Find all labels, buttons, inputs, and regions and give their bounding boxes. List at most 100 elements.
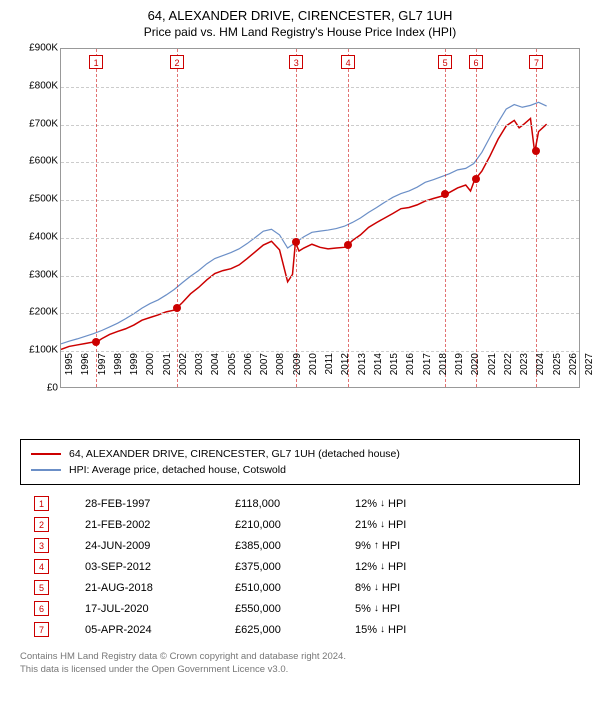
sale-row-date: 28-FEB-1997 xyxy=(85,498,235,510)
x-axis-label: 2001 xyxy=(162,353,173,393)
y-gridline xyxy=(61,238,579,239)
footer-line-2: This data is licensed under the Open Gov… xyxy=(20,663,580,676)
x-axis-label: 2019 xyxy=(454,353,465,393)
sale-row-date: 21-AUG-2018 xyxy=(85,582,235,594)
x-axis-label: 2027 xyxy=(584,353,595,393)
sale-marker-line xyxy=(348,49,349,387)
arrow-down-icon: ↓ xyxy=(374,582,379,593)
legend: 64, ALEXANDER DRIVE, CIRENCESTER, GL7 1U… xyxy=(20,439,580,485)
x-axis-label: 1997 xyxy=(97,353,108,393)
sales-table: 128-FEB-1997£118,00012%↓HPI221-FEB-2002£… xyxy=(20,493,580,640)
sale-row-date: 21-FEB-2002 xyxy=(85,519,235,531)
legend-label: HPI: Average price, detached house, Cots… xyxy=(69,462,286,478)
x-axis-label: 2020 xyxy=(470,353,481,393)
y-gridline xyxy=(61,162,579,163)
x-axis-label: 2015 xyxy=(389,353,400,393)
sale-row-number: 7 xyxy=(34,622,49,637)
x-axis-label: 2014 xyxy=(373,353,384,393)
y-gridline xyxy=(61,87,579,88)
sale-row: 403-SEP-2012£375,00012%↓HPI xyxy=(20,556,580,577)
arrow-down-icon: ↓ xyxy=(380,498,385,509)
title-block: 64, ALEXANDER DRIVE, CIRENCESTER, GL7 1U… xyxy=(0,0,600,43)
x-axis-label: 2002 xyxy=(178,353,189,393)
sale-row-pct: 8% xyxy=(355,582,371,594)
footer-line-1: Contains HM Land Registry data © Crown c… xyxy=(20,650,580,663)
x-axis-label: 2018 xyxy=(438,353,449,393)
sale-row: 2 21-FEB-2002£210,00021%↓HPI xyxy=(20,514,580,535)
sale-row-delta: 15%↓HPI xyxy=(355,624,406,636)
y-axis-label: £600K xyxy=(13,156,58,167)
sale-row-date: 05-APR-2024 xyxy=(85,624,235,636)
y-gridline xyxy=(61,276,579,277)
legend-swatch xyxy=(31,469,61,471)
sale-row-pct: 5% xyxy=(355,603,371,615)
sale-row-number: 6 xyxy=(34,601,49,616)
sale-row-number: 1 xyxy=(34,496,49,511)
sale-row-delta: 12%↓HPI xyxy=(355,561,406,573)
x-axis-label: 2003 xyxy=(194,353,205,393)
sale-marker-dot xyxy=(92,338,100,346)
sale-marker-dot xyxy=(292,238,300,246)
arrow-up-icon: ↑ xyxy=(374,540,379,551)
sale-row-delta: 9%↑HPI xyxy=(355,540,400,552)
sale-row-suffix: HPI xyxy=(388,519,406,531)
sale-marker-dot xyxy=(173,304,181,312)
sale-marker-dot xyxy=(344,241,352,249)
x-axis-label: 2023 xyxy=(519,353,530,393)
sale-row-price: £550,000 xyxy=(235,603,355,615)
x-axis-label: 2010 xyxy=(308,353,319,393)
y-gridline xyxy=(61,313,579,314)
sale-row-price: £118,000 xyxy=(235,498,355,510)
sale-row-pct: 21% xyxy=(355,519,377,531)
sale-marker-flag: 1 xyxy=(89,55,103,69)
sale-row-price: £510,000 xyxy=(235,582,355,594)
sale-row-delta: 8%↓HPI xyxy=(355,582,400,594)
arrow-down-icon: ↓ xyxy=(380,519,385,530)
sale-marker-flag: 5 xyxy=(438,55,452,69)
x-axis-label: 2017 xyxy=(422,353,433,393)
legend-row: HPI: Average price, detached house, Cots… xyxy=(31,462,569,478)
sale-row-number: 2 xyxy=(34,517,49,532)
chart: 1234567 £0£100K£200K£300K£400K£500K£600K… xyxy=(10,43,590,433)
sale-marker-flag: 6 xyxy=(469,55,483,69)
sale-row-price: £625,000 xyxy=(235,624,355,636)
sale-marker-line xyxy=(96,49,97,387)
sale-marker-flag: 3 xyxy=(289,55,303,69)
y-axis-label: £0 xyxy=(13,383,58,394)
sale-row: 324-JUN-2009£385,0009%↑HPI xyxy=(20,535,580,556)
y-axis-label: £700K xyxy=(13,118,58,129)
legend-row: 64, ALEXANDER DRIVE, CIRENCESTER, GL7 1U… xyxy=(31,446,569,462)
x-axis-label: 2026 xyxy=(568,353,579,393)
x-axis-label: 2021 xyxy=(487,353,498,393)
series-property xyxy=(61,118,547,349)
sale-row: 521-AUG-2018£510,0008%↓HPI xyxy=(20,577,580,598)
x-axis-label: 2024 xyxy=(535,353,546,393)
arrow-down-icon: ↓ xyxy=(380,561,385,572)
sale-marker-dot xyxy=(532,147,540,155)
legend-label: 64, ALEXANDER DRIVE, CIRENCESTER, GL7 1U… xyxy=(69,446,400,462)
sale-row-suffix: HPI xyxy=(382,540,400,552)
sale-marker-flag: 7 xyxy=(529,55,543,69)
sale-row-delta: 12%↓HPI xyxy=(355,498,406,510)
sale-row: 7 05-APR-2024£625,00015%↓HPI xyxy=(20,619,580,640)
sale-marker-line xyxy=(445,49,446,387)
chart-lines xyxy=(61,49,579,387)
title-sub: Price paid vs. HM Land Registry's House … xyxy=(10,25,590,39)
sale-row-suffix: HPI xyxy=(388,561,406,573)
y-axis-label: £200K xyxy=(13,307,58,318)
plot-area: 1234567 xyxy=(60,48,580,388)
sale-marker-line xyxy=(536,49,537,387)
sale-row-delta: 21%↓HPI xyxy=(355,519,406,531)
sale-marker-line xyxy=(476,49,477,387)
sale-row-price: £385,000 xyxy=(235,540,355,552)
sale-row-suffix: HPI xyxy=(388,498,406,510)
sale-marker-flag: 2 xyxy=(170,55,184,69)
x-axis-label: 2013 xyxy=(357,353,368,393)
sale-row-price: £210,000 xyxy=(235,519,355,531)
x-axis-label: 1998 xyxy=(113,353,124,393)
x-axis-label: 2025 xyxy=(552,353,563,393)
x-axis-label: 1995 xyxy=(64,353,75,393)
sale-marker-line xyxy=(177,49,178,387)
y-axis-label: £100K xyxy=(13,345,58,356)
sale-marker-dot xyxy=(441,190,449,198)
